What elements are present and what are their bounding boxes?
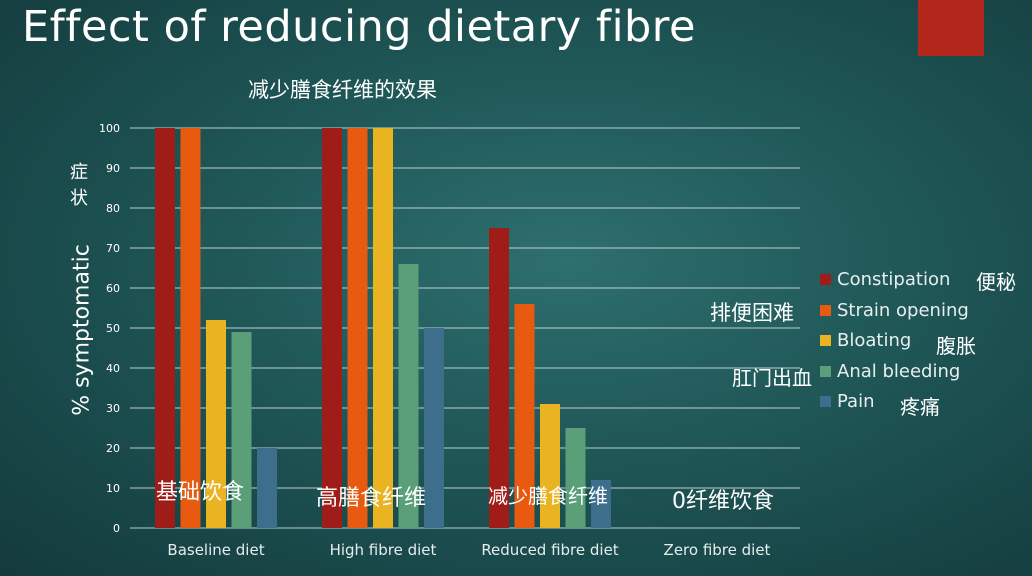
bar-bloating-2 [540, 404, 560, 528]
legend-item-constipation: Constipation [820, 268, 950, 290]
legend-swatch-constipation [820, 273, 831, 285]
legend-swatch-anal-bleeding [820, 365, 831, 377]
bar-pain-2 [591, 480, 611, 528]
x-category-label-3: Zero fibre diet [664, 541, 771, 559]
bar-strain-opening-1 [347, 128, 368, 528]
bar-constipation-0 [155, 128, 175, 528]
y-tick-label-90: 90 [106, 162, 120, 175]
legend-label-bloating: Bloating [837, 329, 912, 351]
legend-item-pain: Pain [820, 390, 875, 412]
chinese-category-label-baseline: 基础饮食 [156, 480, 245, 505]
bar-constipation-1 [322, 128, 342, 528]
legend-swatch-bloating [820, 334, 831, 346]
chinese-category-label-high-fibre: 高膳食纤维 [316, 486, 427, 511]
y-tick-label-100: 100 [99, 122, 120, 135]
y-tick-label-0: 0 [113, 522, 120, 535]
chinese-subtitle: 减少膳食纤维的效果 [248, 78, 437, 102]
legend-item-anal-bleeding: Anal bleeding [820, 360, 960, 382]
bar-anal-bleeding-1 [398, 264, 419, 528]
y-tick-label-20: 20 [106, 442, 120, 455]
legend-label-strain-opening: Strain opening [837, 299, 969, 321]
legend-label-anal-bleeding: Anal bleeding [837, 360, 961, 382]
y-tick-label-40: 40 [106, 362, 120, 375]
chinese-legend-pain: 疼痛 [900, 395, 940, 419]
legend-swatch-pain [820, 395, 831, 407]
y-tick-label-80: 80 [106, 202, 120, 215]
legend-swatch-strain-opening [820, 304, 831, 316]
chinese-category-label-reduced-fibre: 减少膳食纤维 [488, 484, 608, 508]
y-tick-label-10: 10 [106, 482, 120, 495]
x-category-label-2: Reduced fibre diet [481, 541, 618, 559]
y-tick-label-50: 50 [106, 322, 120, 335]
chinese-legend-bloating: 腹胀 [936, 334, 976, 358]
bar-bloating-1 [373, 128, 393, 528]
legend-label-constipation: Constipation [837, 268, 951, 290]
bar-constipation-2 [489, 228, 509, 528]
bar-pain-1 [424, 328, 444, 528]
slide-title: Effect of reducing dietary fibre [22, 2, 696, 52]
bar-strain-opening-2 [514, 304, 535, 528]
chinese-legend-anal-bleeding: 肛门出血 [732, 366, 812, 390]
y-tick-label-70: 70 [106, 242, 120, 255]
chinese-legend-strain-opening: 排便困难 [710, 301, 794, 325]
legend-item-bloating: Bloating [820, 329, 911, 351]
y-tick-label-30: 30 [106, 402, 120, 415]
chinese-y-axis-label: 症状 [70, 162, 88, 209]
bar-anal-bleeding-2 [565, 428, 586, 528]
chinese-category-label-zero-fibre: 0纤维饮食 [672, 489, 774, 514]
x-category-label-0: Baseline diet [167, 541, 264, 559]
y-tick-label-60: 60 [106, 282, 120, 295]
legend-item-strain-opening: Strain opening [820, 299, 969, 321]
bar-bloating-0 [206, 320, 226, 528]
bar-strain-opening-0 [180, 128, 201, 528]
bar-pain-0 [257, 448, 277, 528]
chinese-legend-constipation: 便秘 [976, 270, 1016, 294]
title-accent-block [918, 0, 984, 56]
legend-label-pain: Pain [837, 390, 875, 412]
bar-anal-bleeding-0 [231, 332, 252, 528]
x-category-label-1: High fibre diet [330, 541, 437, 559]
